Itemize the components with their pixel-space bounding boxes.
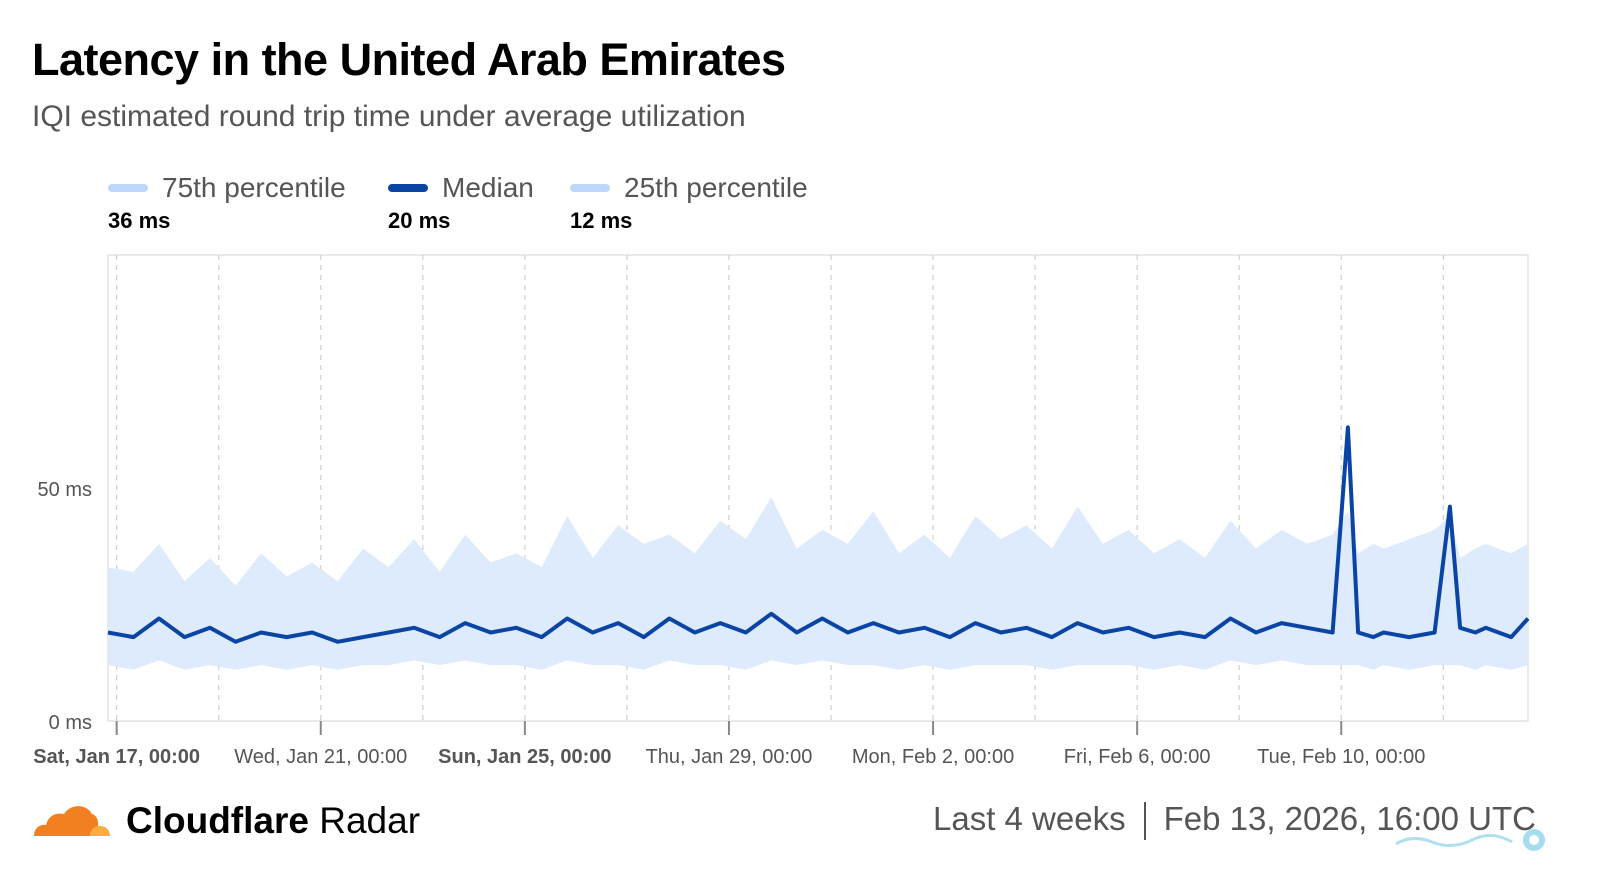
x-tick-label: Sun, Jan 25, 00:00 xyxy=(438,746,611,768)
legend-swatch-median xyxy=(388,184,428,192)
brand-cloudflare: Cloudflare xyxy=(126,800,309,841)
legend-value-median: 20 ms xyxy=(388,208,451,233)
percentile-band xyxy=(108,497,1528,670)
watermark-icon xyxy=(1395,829,1545,851)
y-tick-label: 50 ms xyxy=(38,479,92,501)
page-subtitle: IQI estimated round trip time under aver… xyxy=(32,100,746,133)
legend-value-75th: 36 ms xyxy=(108,208,171,233)
x-tick-label: Fri, Feb 6, 00:00 xyxy=(1064,746,1211,768)
footer-separator xyxy=(1143,802,1146,841)
legend-value-25th: 12 ms xyxy=(570,208,633,233)
legend-label-25th: 25th percentile xyxy=(624,172,808,203)
page-title: Latency in the United Arab Emirates xyxy=(32,34,786,85)
y-tick-label: 0 ms xyxy=(49,712,92,734)
legend-swatch-75th xyxy=(108,184,148,192)
legend-label-median: Median xyxy=(442,172,534,203)
legend-label-75th: 75th percentile xyxy=(162,172,346,203)
cloudflare-logo-icon xyxy=(34,806,110,836)
x-tick-label: Tue, Feb 10, 00:00 xyxy=(1257,746,1425,768)
range-label: Last 4 weeks xyxy=(932,800,1126,837)
timestamp-label: Feb 13, 2026, 16:00 UTC xyxy=(1163,800,1536,837)
footer-range: Last 4 weeks Feb 13, 2026, 16:00 UTC xyxy=(932,800,1536,841)
latency-chart[interactable]: 0 ms 50 ms Sat, Jan 17, 00:00 Wed, Jan 21, … xyxy=(0,240,1600,780)
x-tick-label: Mon, Feb 2, 00:00 xyxy=(852,746,1014,768)
x-tick-label: Wed, Jan 21, 00:00 xyxy=(234,746,407,768)
brand-radar: Radar xyxy=(319,800,421,841)
x-tick-label: Thu, Jan 29, 00:00 xyxy=(646,746,813,768)
x-tick-label: Sat, Jan 17, 00:00 xyxy=(33,746,200,768)
legend-swatch-25th xyxy=(570,184,610,192)
footer-brand: Cloudflare Radar xyxy=(126,800,420,842)
median-line xyxy=(107,425,1530,644)
